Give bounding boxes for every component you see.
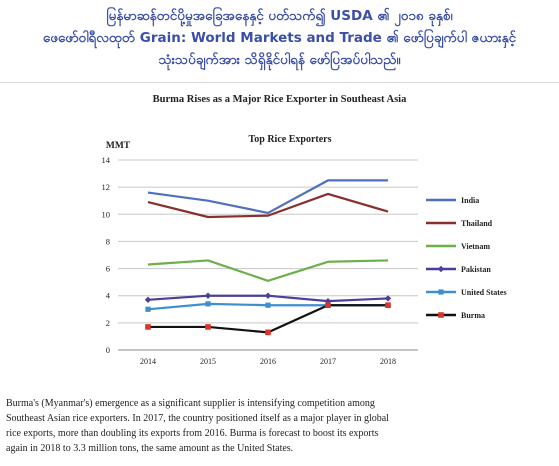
y-tick-label: 2: [106, 318, 110, 328]
legend-label: India: [461, 196, 479, 205]
document-title: Burma Rises as a Major Rice Exporter in …: [152, 94, 407, 105]
x-tick-label: 2017: [320, 357, 336, 366]
series-layer: [144, 179, 392, 336]
x-tick-label: 2016: [260, 357, 276, 366]
legend-label: Pakistan: [461, 265, 491, 274]
header-line-3: သုံးသပ်ချက်အား သိရှိနိုင်ပါရန် ဖော်ပြအပ်…: [158, 52, 401, 68]
data-point-marker: [205, 324, 211, 330]
document-panel: [0, 82, 559, 466]
y-tick-label: 4: [106, 291, 111, 301]
legend: India Thailand Vietnam Pakistan United State…: [426, 196, 507, 320]
x-tick-label: 2015: [200, 357, 216, 366]
body-line: again in 2018 to 3.3 million tons, the s…: [6, 443, 294, 454]
series-line: [147, 259, 389, 282]
data-point-marker: [385, 302, 391, 309]
rice-exporters-chart: 0 2 4 6 8 10 12 14 2014 2015 2016 2017 2018 India Tha…: [102, 134, 507, 366]
body-line: rice exports, more than doubling its exp…: [6, 428, 379, 439]
body-text: Burma's (Myanmar's) emergence as a signi…: [6, 396, 553, 456]
legend-label: United States: [461, 288, 507, 297]
data-point-marker: [437, 265, 445, 273]
y-tick-label: 8: [106, 236, 110, 246]
header-band: [0, 0, 559, 82]
data-point-marker: [204, 292, 212, 299]
series-line: [147, 179, 388, 215]
data-point-marker: [145, 324, 151, 330]
y-tick-label: 12: [102, 182, 111, 192]
y-tick-label: 0: [106, 345, 110, 355]
data-point-marker: [265, 329, 271, 336]
y-tick-label: 14: [102, 155, 111, 165]
header-line-2: ဖေဖော်ဝါရီလထုတ် Grain: World Markets and…: [42, 30, 517, 46]
data-point-marker: [384, 295, 392, 302]
legend-label: Vietnam: [461, 242, 490, 251]
grid-layer: [118, 159, 418, 324]
series-line: [147, 192, 389, 219]
y-tick-label: 6: [106, 264, 110, 274]
y-tick-label: 10: [102, 209, 111, 219]
series-line: [148, 304, 388, 334]
data-point-marker: [438, 289, 444, 295]
legend-label: Burma: [461, 311, 485, 320]
header-line-1: မြန်မာဆန်တင်ပို့မှုအခြေအနေနှင့် ပတ်သက်၍ …: [106, 8, 453, 24]
body-line: Burma's (Myanmar's) emergence as a signi…: [6, 398, 375, 409]
legend-label: Thailand: [461, 219, 493, 228]
x-tick-label: 2014: [140, 357, 156, 366]
y-axis-label: MMT: [106, 141, 131, 151]
data-point-marker: [144, 296, 152, 303]
body-line: Southeast Asian rice exporters. In 2017,…: [6, 413, 389, 424]
data-point-marker: [265, 302, 271, 308]
data-point-marker: [438, 312, 444, 318]
x-tick-label: 2018: [380, 357, 396, 366]
axis-layer: 0 2 4 6 8 10 12 14 2014 2015 2016 2017 2018: [102, 155, 418, 366]
data-point-marker: [145, 306, 151, 312]
data-point-marker: [264, 292, 272, 299]
data-point-marker: [205, 301, 211, 307]
chart-title: Top Rice Exporters: [249, 134, 332, 145]
data-point-marker: [325, 302, 331, 309]
